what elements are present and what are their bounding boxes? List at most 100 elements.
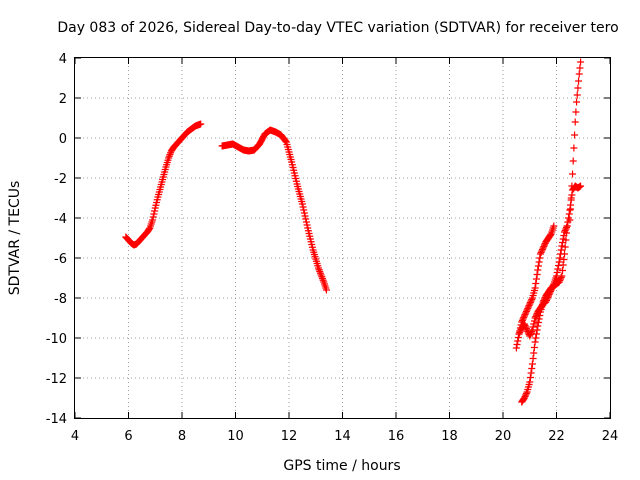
data-point	[527, 329, 535, 337]
y-tick-label: -14	[46, 412, 67, 427]
data-point	[514, 337, 522, 345]
data-point	[568, 182, 576, 190]
data-point	[528, 360, 536, 368]
data-point	[535, 315, 543, 323]
x-tick-label: 16	[388, 429, 405, 444]
data-point	[522, 390, 530, 397]
data-point	[520, 320, 528, 328]
data-point	[531, 314, 539, 322]
data-point	[554, 265, 562, 273]
data-point	[560, 256, 568, 263]
data-point	[538, 246, 546, 253]
data-point	[149, 213, 157, 221]
y-tick-label: 0	[59, 132, 67, 147]
data-point	[302, 215, 310, 223]
data-point	[557, 274, 565, 281]
data-point	[521, 322, 529, 329]
data-point	[558, 272, 566, 280]
data-point	[555, 258, 563, 266]
data-point	[514, 334, 522, 341]
y-tick-label: 4	[59, 52, 67, 67]
data-point	[573, 98, 581, 106]
data-point	[528, 296, 536, 303]
data-point	[577, 182, 585, 190]
plot-frame	[74, 57, 611, 419]
x-tick-label: 6	[124, 429, 132, 444]
y-tick-label: -6	[54, 252, 67, 267]
x-tick-label: 24	[602, 429, 619, 444]
data-point	[530, 349, 538, 357]
data-point	[540, 295, 548, 303]
data-point	[301, 212, 309, 220]
data-point	[546, 231, 554, 239]
x-tick-label: 10	[227, 429, 244, 444]
x-tick-label: 14	[334, 429, 351, 444]
data-point	[515, 330, 523, 338]
data-point	[557, 275, 565, 283]
data-point	[522, 325, 530, 332]
data-point	[574, 84, 582, 92]
data-point	[522, 391, 530, 399]
data-point	[566, 216, 574, 224]
y-tick-label: -12	[46, 372, 67, 387]
data-point	[513, 341, 521, 348]
data-point	[150, 210, 158, 218]
data-point	[568, 191, 576, 199]
y-tick-label: -2	[54, 172, 67, 187]
data-point	[516, 329, 524, 336]
x-tick-label: 4	[71, 429, 79, 444]
data-point	[532, 275, 540, 283]
data-point	[550, 222, 558, 230]
data-point	[537, 249, 545, 256]
data-point	[563, 222, 571, 230]
data-point	[558, 242, 566, 250]
data-point	[149, 216, 157, 224]
data-point	[322, 286, 330, 294]
data-point	[527, 369, 535, 377]
data-point	[197, 120, 205, 128]
data-series	[122, 58, 585, 406]
data-point	[562, 236, 570, 244]
data-point	[520, 314, 528, 321]
data-point	[532, 330, 540, 338]
data-point	[567, 194, 575, 202]
data-point	[531, 338, 539, 346]
data-point	[539, 244, 547, 252]
data-point	[576, 64, 584, 72]
x-tick-labels: 4 6 8 10 12 14 16 18 20 22 24	[71, 429, 618, 444]
data-point	[532, 334, 540, 342]
y-tick-label: -10	[46, 332, 67, 347]
x-tick-label: 8	[178, 429, 186, 444]
data-point	[512, 344, 520, 352]
data-point	[299, 203, 307, 211]
data-point	[561, 250, 569, 258]
data-point	[534, 266, 542, 274]
data-point	[532, 280, 540, 287]
data-point	[525, 302, 533, 309]
data-point	[571, 131, 579, 139]
data-point	[300, 209, 308, 217]
data-point	[522, 309, 530, 317]
data-point	[563, 229, 571, 237]
x-tick-label: 22	[548, 429, 565, 444]
data-point	[573, 91, 581, 99]
data-point	[577, 58, 585, 66]
data-point	[557, 246, 565, 254]
data-point	[561, 243, 569, 251]
data-point	[151, 207, 159, 215]
data-point	[520, 312, 528, 320]
grid-lines	[75, 58, 610, 418]
data-point	[533, 271, 541, 278]
data-point	[530, 344, 538, 351]
data-point	[570, 144, 578, 152]
data-point	[571, 118, 579, 126]
data-point	[572, 108, 580, 116]
data-point	[531, 284, 539, 292]
data-point	[524, 303, 532, 311]
data-point	[536, 312, 544, 319]
data-point	[556, 254, 564, 262]
data-point	[522, 323, 530, 331]
data-point	[556, 277, 564, 284]
data-point	[521, 393, 529, 400]
